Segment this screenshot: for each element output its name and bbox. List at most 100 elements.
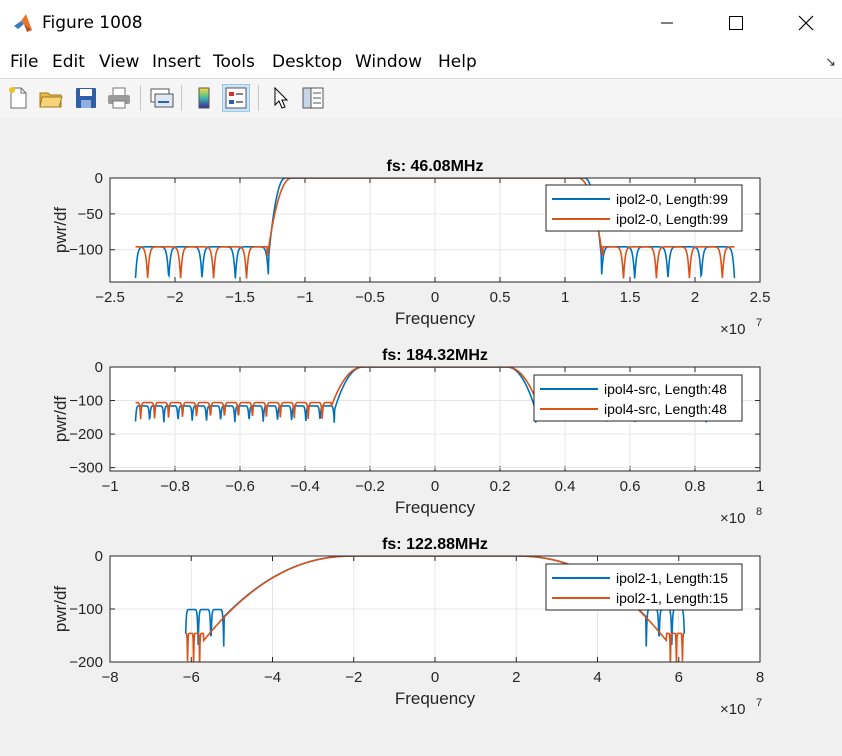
save-button[interactable] [72,84,100,112]
x-tick-label: 8 [756,669,764,686]
menu-edit[interactable]: Edit [52,52,85,72]
chart-title: fs: 122.88MHz [382,536,488,553]
legend-entry-2: ipol2-1, Length:15 [616,590,728,606]
dock-arrow-icon[interactable]: ↘ [825,54,836,69]
y-tick-label: 0 [95,170,103,187]
x-tick-label: 2 [691,289,699,306]
x-axis-exponent: ×10 [720,510,745,527]
legend-box [545,563,743,611]
x-axis-exponent-power: 7 [756,697,762,709]
menu-desktop[interactable]: Desktop [272,52,343,72]
x-tick-label: −0.8 [160,478,190,495]
x-tick-label: 0.8 [685,478,706,495]
x-tick-label: 1.5 [620,289,641,306]
legend-entry-1: ipol4-src, Length:48 [604,381,727,397]
menu-window[interactable]: Window [355,52,423,72]
x-axis-exponent-power: 7 [756,317,762,329]
x-tick-label: −2 [166,289,183,306]
x-tick-label: −8 [101,669,118,686]
chart-title: fs: 46.08MHz [387,158,484,175]
x-tick-label: −2.5 [95,289,125,306]
axes-box [109,366,761,472]
menu-insert[interactable]: Insert [152,52,201,72]
subplot-1: −2.5 −2 −1.5 −1 −0.5 0 0.5 1 1.5 2 2.5 0 −50 −100 fs: … [51,158,770,338]
minimize-icon [661,22,673,24]
x-axis-exponent: ×10 [720,701,745,718]
menu-tools[interactable]: Tools [213,52,255,72]
x-tick-label: 1 [756,478,764,495]
x-tick-label: −1.5 [225,289,255,306]
legend-entry-2: ipol4-src, Length:48 [604,401,727,417]
window-title: Figure 1008 [42,13,143,33]
x-tick-label: 2 [512,669,520,686]
legend-icon [225,87,247,109]
x-tick-label: −4 [264,669,281,686]
x-axis-label: Frequency [395,309,476,328]
legend-box [533,374,743,422]
open-file-icon [39,92,63,108]
legend-box [545,184,743,232]
x-tick-label: −2 [345,669,362,686]
new-figure-icon [9,87,27,109]
colorbar-icon [198,87,210,109]
x-tick-label: 4 [593,669,601,686]
x-tick-label: 0.2 [490,478,511,495]
pointer-button[interactable] [266,84,294,112]
figure-toolbar [0,78,842,120]
legend[interactable]: ipol4-src, Length:48 ipol4-src, Length:48 [533,374,743,422]
print-icon [108,87,130,109]
menu-view[interactable]: View [99,52,140,72]
x-tick-label: 2.5 [750,289,771,306]
x-tick-label: 0 [431,478,439,495]
new-figure-button[interactable] [4,84,32,112]
property-inspector-button[interactable] [299,84,327,112]
menu-file[interactable]: File [10,52,39,72]
y-tick-label: 0 [95,359,103,376]
menu-help[interactable]: Help [438,52,477,72]
x-tick-label: 0 [431,669,439,686]
legend-entry-1: ipol2-1, Length:15 [616,570,728,586]
x-tick-label: −1 [296,289,313,306]
close-icon [798,15,814,31]
minimize-button[interactable] [632,0,702,46]
close-button[interactable] [771,0,841,46]
x-axis-exponent-power: 8 [756,506,762,518]
plots-svg: −2.5 −2 −1.5 −1 −0.5 0 0.5 1 1.5 2 2.50−50−100fs: … [51,158,770,718]
subplot-3: −8 −6 −4 −2 0 2 4 6 8 0 −100 −200 fs: 122.88MHz Frequ… [51,536,764,718]
chart-title: fs: 184.32MHz [382,347,488,364]
menu-bar: File Edit View Insert Tools Desktop Wind… [0,46,842,78]
maximize-button[interactable] [701,0,771,46]
x-tick-label: 0.5 [490,289,511,306]
x-tick-label: −0.6 [225,478,255,495]
y-tick-label: −100 [69,242,103,259]
y-tick-label: 0 [95,548,103,565]
y-tick-label: −50 [78,206,103,223]
x-tick-label: 1 [561,289,569,306]
figure-canvas: −2.5 −2 −1.5 −1 −0.5 0 0.5 1 1.5 2 2.5 0 −50 −100 fs: … [0,119,842,751]
series-line-2 [135,178,735,279]
print-button[interactable] [105,84,133,112]
x-axis-label: Frequency [395,498,476,517]
x-tick-label: 6 [675,669,683,686]
y-tick-label: −200 [69,654,103,671]
x-tick-label: −0.5 [355,289,385,306]
legend-button[interactable] [222,84,250,112]
axes-box [109,177,761,283]
x-tick-label: −0.2 [355,478,385,495]
link-plot-button[interactable] [147,84,175,112]
x-tick-label: −6 [183,669,200,686]
title-bar: Figure 1008 [0,0,842,46]
colorbar-button[interactable] [190,84,218,112]
legend[interactable]: ipol2-0, Length:99 ipol2-0, Length:99 [545,184,743,232]
axes-box [109,555,761,663]
open-file-button[interactable] [37,84,65,112]
link-plot-icon [150,88,174,108]
matlab-logo-icon [14,14,32,32]
y-axis-label: pwr/df [51,396,70,443]
x-tick-label: 0.4 [555,478,576,495]
series-line-1 [134,178,736,279]
legend[interactable]: ipol2-1, Length:15 ipol2-1, Length:15 [545,563,743,611]
y-tick-label: −100 [69,393,103,410]
x-tick-label: 0.6 [620,478,641,495]
x-tick-label: −1 [101,478,118,495]
